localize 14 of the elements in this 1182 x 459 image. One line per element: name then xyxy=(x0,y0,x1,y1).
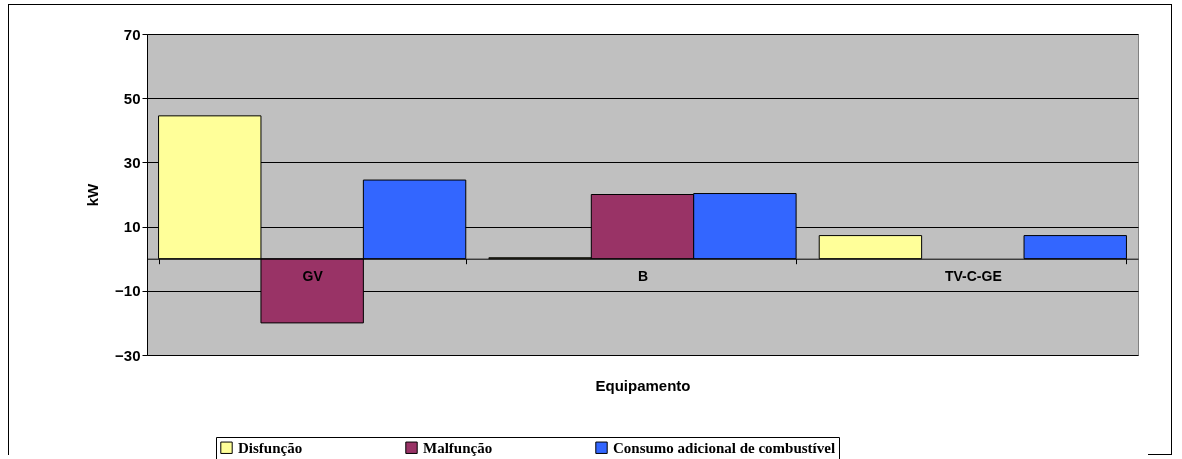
legend-label: Disfunção xyxy=(238,439,303,456)
y-tick-label: 70 xyxy=(123,25,141,43)
legend-label: Malfunção xyxy=(423,439,493,456)
x-tick-label: TV-C-GE xyxy=(944,268,1002,285)
x-tick-label: B xyxy=(637,268,649,285)
y-axis-title: kW xyxy=(84,182,102,207)
y-tick-label: 10 xyxy=(123,218,141,236)
x-tick-label: GV xyxy=(302,268,324,285)
y-tick-label: −10 xyxy=(115,282,141,300)
y-tick-label: 30 xyxy=(123,153,141,171)
x-axis-title: Equipamento xyxy=(595,376,691,394)
y-tick-label: 50 xyxy=(123,89,141,107)
y-tick-label: −30 xyxy=(115,346,141,364)
legend-label: Consumo adicional de combustível xyxy=(613,439,836,456)
